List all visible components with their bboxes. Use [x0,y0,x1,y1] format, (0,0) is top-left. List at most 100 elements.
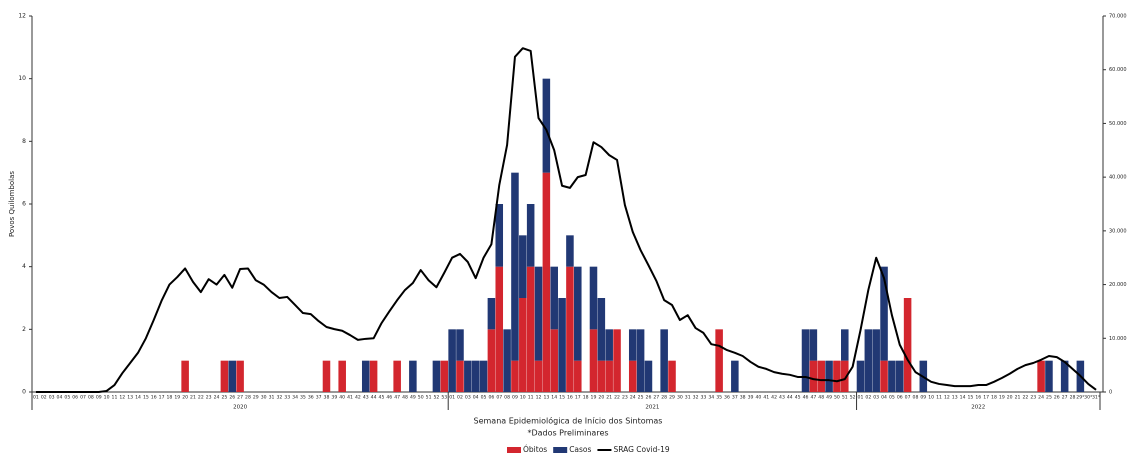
bar [338,360,346,392]
y-tick-label: 2 [22,326,26,333]
legend-label: Óbitos [523,445,547,454]
x-tick-label: 51 [426,395,432,401]
x-tick-label: 26 [229,395,235,401]
x-tick-label: 18 [991,395,997,401]
x-tick-label: 08 [504,395,510,401]
x-tick-label: 41 [347,395,353,401]
x-tick-label: 30* [1084,395,1093,401]
group-label: 2020 [233,405,247,411]
x-tick-label: 39 [331,395,337,401]
x-tick-label: 25 [1046,395,1052,401]
x-tick-label: 08 [913,395,919,401]
bar [841,360,849,392]
x-tick-label: 16 [567,395,573,401]
x-tick-label: 29* [1076,395,1085,401]
y-axis-label: Povos Quilombolas [8,171,16,237]
bar [888,360,896,392]
bar [471,360,480,392]
bar [613,329,621,392]
x-tick-label: 05 [889,395,895,401]
bar [511,360,519,392]
bar [817,360,825,392]
bar [236,360,244,392]
bar [511,172,519,361]
bar [456,360,464,392]
x-tick-label: 22 [614,395,620,401]
y2-tick-label: 20.000 [1109,282,1127,288]
y-tick-label: 6 [22,201,26,208]
x-tick-label: 45 [795,395,801,401]
bar [1037,360,1045,392]
x-tick-label: 50 [834,395,840,401]
x-tick-label: 28 [245,395,251,401]
y2-tick-label: 0 [1109,390,1112,396]
bar [841,329,849,361]
bar [534,266,543,361]
bar [448,329,456,392]
bar [903,298,912,392]
x-tick-label: 01 [33,395,39,401]
x-tick-label: 42 [771,395,777,401]
x-tick-label: 45 [379,395,385,401]
x-tick-label: 09 [96,395,102,401]
y-tick-label: 4 [22,263,26,270]
x-tick-label: 10 [520,395,526,401]
bar [660,329,668,392]
bar [519,298,527,392]
x-tick-label: 33 [284,395,290,401]
x-tick-label: 27 [1062,395,1068,401]
x-tick-label: 43 [779,395,785,401]
note: *Dados Preliminares [527,429,608,438]
x-tick-label: 24 [630,395,636,401]
bar [542,172,551,392]
bar [228,360,237,392]
x-tick-label: 22 [198,395,204,401]
bar [550,329,558,392]
x-tick-label: 15 [559,395,565,401]
x-axis-label: Semana Epidemiológica de Início dos Sint… [474,416,663,426]
x-tick-label: 05 [64,395,70,401]
y-tick-label: 8 [22,138,26,145]
x-tick-label: 26 [646,395,652,401]
x-tick-label: 02 [457,395,463,401]
x-tick-label: 11 [112,395,118,401]
bar [519,235,527,298]
x-tick-label: 06 [897,395,903,401]
group-label: 2022 [971,405,985,411]
x-tick-label: 13 [127,395,133,401]
x-tick-label: 44 [787,395,793,401]
x-tick-label: 30 [261,395,267,401]
x-tick-label: 25 [221,395,227,401]
bar [574,266,582,361]
x-tick-label: 49 [410,395,416,401]
bar [589,266,598,330]
x-tick-label: 51 [842,395,848,401]
x-tick-label: 04 [473,395,479,401]
x-tick-label: 23 [1030,395,1036,401]
bar [566,266,574,392]
x-tick-label: 07 [905,395,911,401]
x-tick-label: 31 [269,395,275,401]
bar [487,329,496,392]
x-tick-label: 39 [748,395,754,401]
y-tick-label: 10 [18,75,26,82]
x-tick-label: 07 [80,395,86,401]
x-tick-label: 15 [143,395,149,401]
bar [1060,360,1069,392]
x-tick-label: 11 [528,395,534,401]
x-tick-label: 03 [465,395,471,401]
bar [895,360,904,392]
x-tick-label: 24 [1038,395,1044,401]
x-tick-label: 08 [88,395,94,401]
x-tick-label: 37 [316,395,322,401]
x-tick-label: 03 [873,395,879,401]
x-tick-label: 31* [1092,395,1101,401]
bar [825,360,833,392]
bar [542,78,551,173]
x-tick-label: 19 [174,395,180,401]
x-tick-label: 19 [591,395,597,401]
bar [526,266,535,392]
x-tick-label: 38 [324,395,330,401]
x-tick-label: 34 [708,395,714,401]
bar [880,360,888,392]
